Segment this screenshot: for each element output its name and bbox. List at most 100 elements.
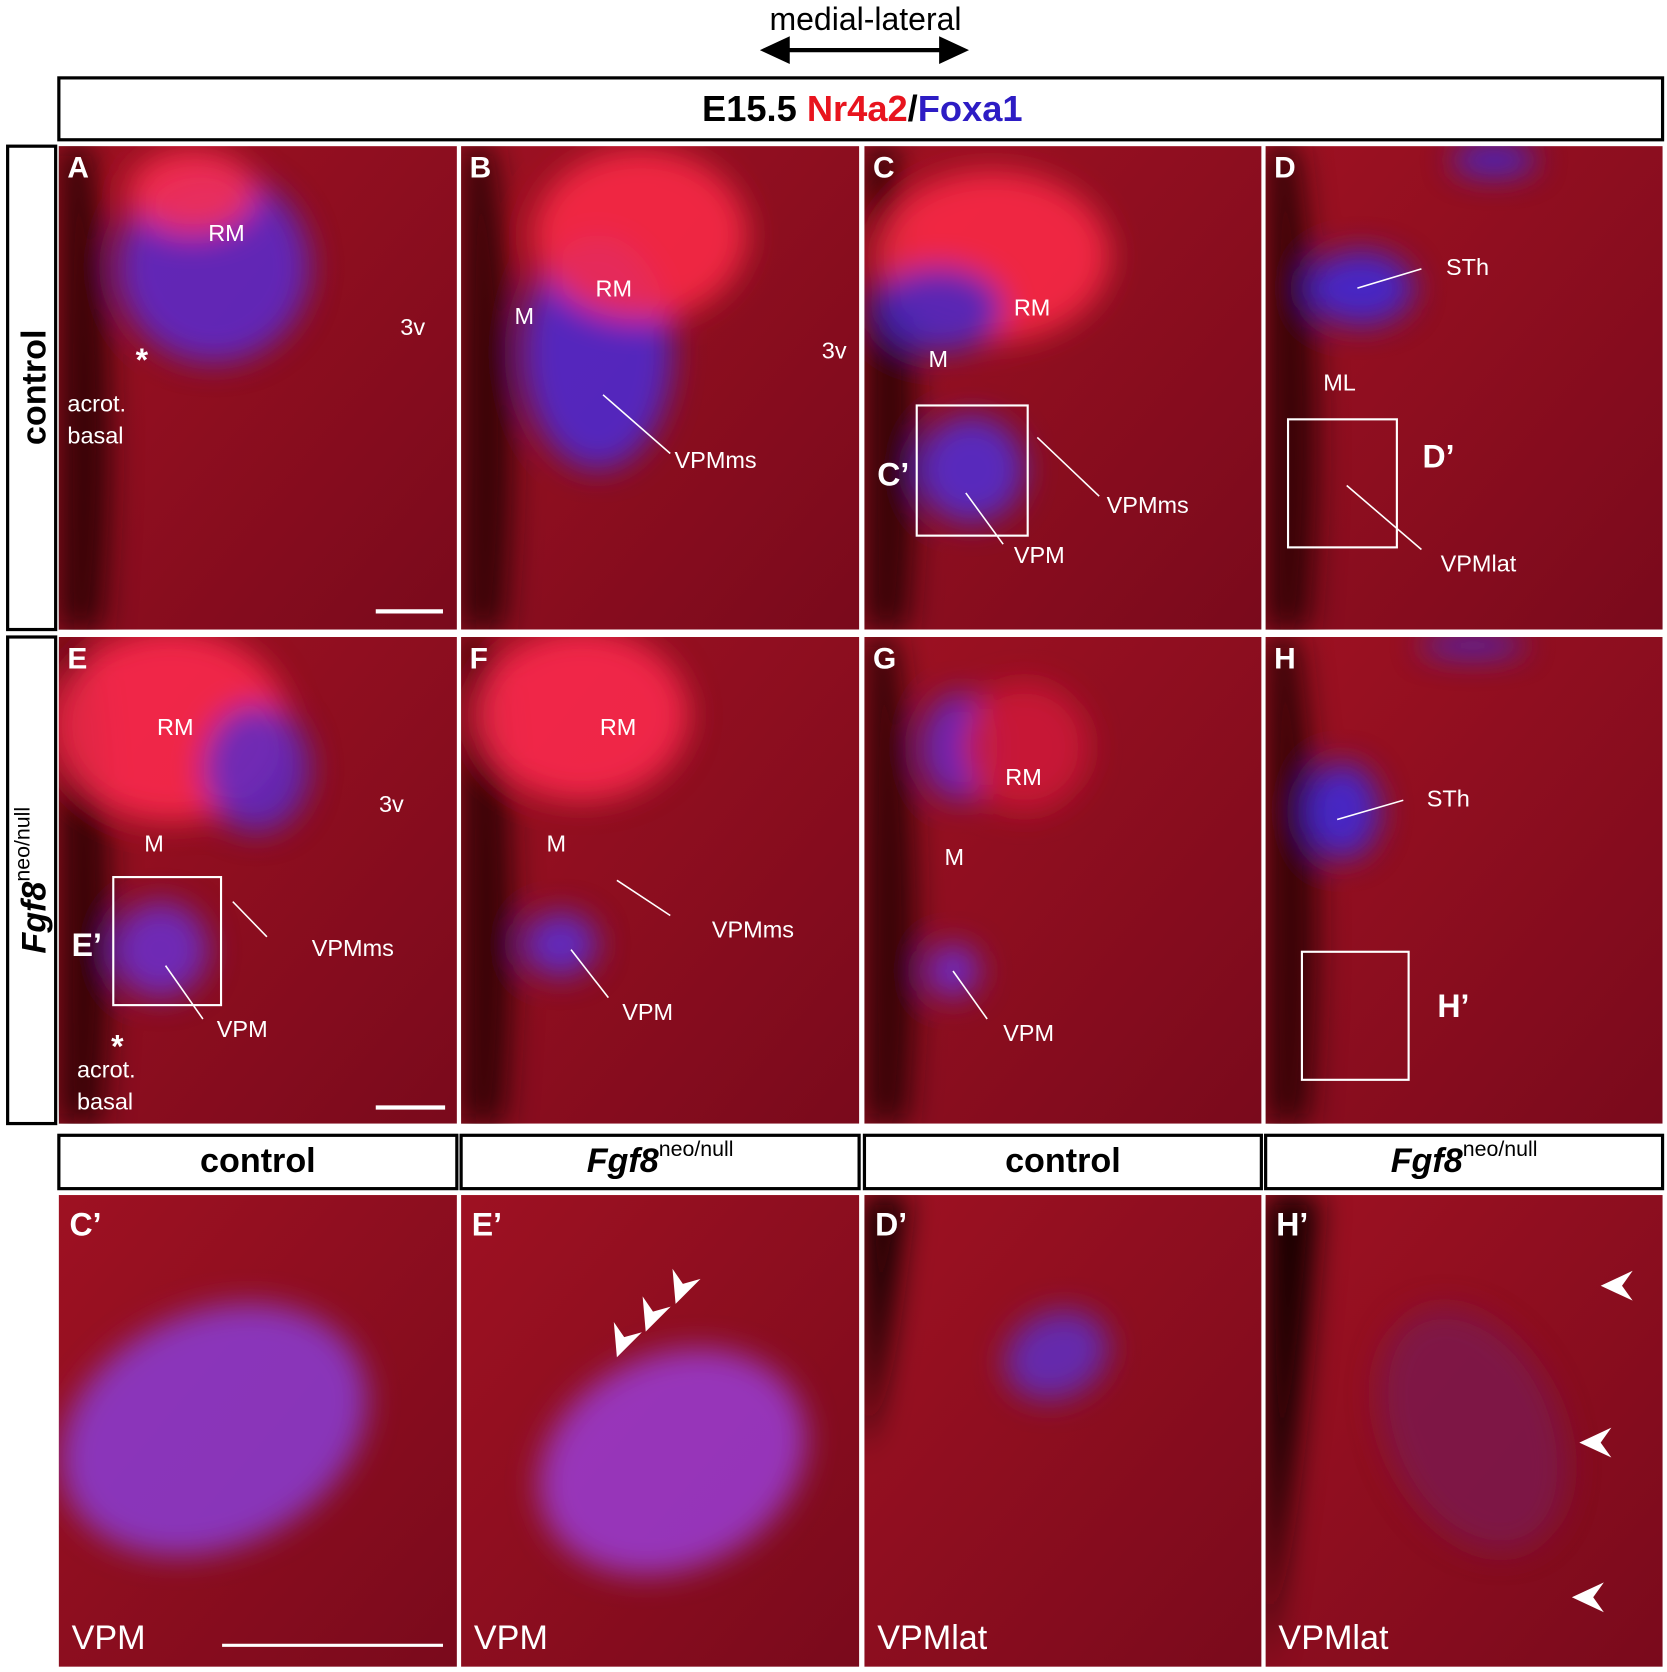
annotation: E’ bbox=[72, 927, 102, 963]
panel-letter: B bbox=[470, 152, 492, 185]
inset-box bbox=[915, 404, 1029, 537]
pointer-line bbox=[602, 394, 671, 455]
row-label: Fgf8neo/null bbox=[10, 807, 53, 954]
stain bbox=[58, 637, 310, 1124]
zoom-panel: H’ VPMlat bbox=[1265, 1195, 1663, 1667]
stage: E15.5 bbox=[702, 88, 797, 129]
micrograph-panel: E RM M 3v E’ VPMms VPM *acrot. basal bbox=[58, 637, 457, 1124]
annotation: RM bbox=[600, 714, 637, 740]
panel-letter: A bbox=[67, 152, 89, 185]
marker: Foxa1 bbox=[918, 88, 1023, 129]
annotation: STh bbox=[1446, 254, 1489, 280]
ventricle bbox=[461, 146, 513, 630]
inset-box bbox=[1286, 418, 1398, 549]
annotation: VPMms bbox=[675, 447, 757, 473]
pointer-line bbox=[1357, 268, 1422, 289]
annotation: ML bbox=[1323, 369, 1356, 395]
panel-letter: G bbox=[873, 642, 896, 675]
stain-blob bbox=[1004, 1310, 1109, 1400]
arrowhead bbox=[1579, 1427, 1612, 1458]
stain bbox=[864, 146, 1110, 630]
micrograph-panel: C M RM C’ VPM VPMms bbox=[864, 146, 1262, 630]
header-box bbox=[862, 1133, 1263, 1191]
panel-letter: H’ bbox=[1276, 1207, 1308, 1243]
panel-letter: C’ bbox=[70, 1207, 102, 1243]
panel-letter: E bbox=[67, 642, 87, 675]
stain-blob bbox=[1307, 250, 1414, 326]
marker: Nr4a2 bbox=[807, 88, 908, 129]
stain-blob bbox=[1378, 1308, 1568, 1552]
annotation: M bbox=[546, 830, 566, 856]
stain-blob bbox=[128, 149, 257, 235]
pointer-line bbox=[232, 901, 268, 938]
row-box bbox=[6, 144, 58, 632]
inset-box bbox=[1300, 950, 1410, 1081]
gene: Fgf8 bbox=[1391, 1142, 1463, 1180]
annotation: M bbox=[514, 303, 534, 329]
annotation: M bbox=[144, 830, 164, 856]
annotation: H’ bbox=[1437, 988, 1469, 1024]
gene: Fgf8 bbox=[587, 1142, 659, 1180]
stain-blob bbox=[523, 912, 598, 977]
panel-label: VPM bbox=[72, 1619, 146, 1657]
micrograph-panel: H STh H’ bbox=[1265, 637, 1663, 1124]
stain bbox=[1265, 146, 1537, 630]
stain bbox=[461, 146, 748, 630]
stain bbox=[60, 1303, 367, 1556]
annotation: RM bbox=[596, 275, 633, 301]
annotation: VPM bbox=[217, 1016, 268, 1042]
header-box bbox=[459, 1133, 861, 1191]
annotation: * bbox=[136, 342, 149, 378]
panel-background bbox=[1265, 146, 1663, 630]
annotation: C’ bbox=[877, 456, 909, 492]
pointer-line bbox=[570, 949, 609, 999]
micrograph-panel: F RM M VPMms VPM bbox=[461, 637, 860, 1124]
arrowhead bbox=[642, 1296, 671, 1332]
pointer-line bbox=[1346, 484, 1422, 551]
pointer-line bbox=[1036, 436, 1100, 497]
stain bbox=[58, 146, 310, 630]
annotation: acrot. bbox=[67, 391, 126, 417]
genotype: neo/null bbox=[10, 807, 34, 882]
inset-box bbox=[112, 876, 223, 1007]
panel-label: VPMlat bbox=[877, 1619, 988, 1657]
stain-blob bbox=[1419, 637, 1526, 657]
stain-blob bbox=[533, 149, 748, 321]
zoom-header: Fgf8neo/null bbox=[1391, 1137, 1538, 1180]
genotype: neo/null bbox=[1463, 1137, 1538, 1161]
annotation: VPMms bbox=[312, 935, 394, 961]
pointer-line bbox=[952, 970, 988, 1020]
annotation: RM bbox=[208, 220, 244, 246]
annotation: 3v bbox=[400, 314, 425, 340]
stain-blob bbox=[875, 266, 1004, 353]
panel-letter: H bbox=[1274, 642, 1296, 675]
arrowhead bbox=[1600, 1270, 1633, 1301]
annotation: RM bbox=[157, 714, 193, 740]
row-box bbox=[6, 635, 58, 1126]
pointer-line bbox=[1336, 799, 1404, 821]
genotype: neo/null bbox=[659, 1137, 734, 1161]
panel-letter: D’ bbox=[875, 1207, 907, 1243]
zoom-panel: C’ VPM bbox=[58, 1195, 457, 1667]
micrograph-panel: A RM 3v * acrot. basal bbox=[58, 146, 457, 630]
panel-letter: F bbox=[470, 642, 488, 675]
annotation: 3v bbox=[379, 791, 404, 817]
stain-blob bbox=[917, 416, 1025, 523]
stain-blob bbox=[60, 1303, 367, 1556]
zoom-panel: E’ VPM bbox=[461, 1195, 860, 1667]
pointer-line bbox=[164, 965, 204, 1020]
annotation: RM bbox=[1005, 764, 1041, 790]
ventricle bbox=[864, 1195, 908, 1452]
ventricle bbox=[1265, 146, 1317, 630]
annotation: basal bbox=[67, 423, 123, 449]
ventricle bbox=[1265, 1195, 1319, 1667]
arrowhead bbox=[613, 1322, 642, 1358]
micrograph-panel: G RM M VPM bbox=[864, 637, 1262, 1124]
panel-label: VPM bbox=[474, 1619, 548, 1657]
panel-label: VPMlat bbox=[1278, 1619, 1389, 1657]
annotation: VPMms bbox=[1107, 492, 1189, 518]
stain bbox=[1265, 637, 1526, 1124]
annotation: D’ bbox=[1422, 438, 1454, 474]
ventricle bbox=[58, 146, 111, 630]
annotation: 3v bbox=[822, 337, 847, 363]
